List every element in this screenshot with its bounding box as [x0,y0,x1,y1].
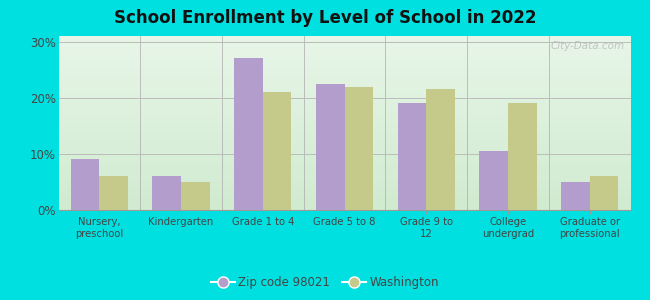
Legend: Zip code 98021, Washington: Zip code 98021, Washington [207,272,443,294]
Bar [590,176,618,210]
Bar [71,160,99,210]
Bar [479,151,508,210]
Text: School Enrollment by Level of School in 2022: School Enrollment by Level of School in … [114,9,536,27]
Bar [344,86,373,210]
Bar [508,103,536,210]
Text: City-Data.com: City-Data.com [551,41,625,51]
Bar [99,176,128,210]
Bar [316,84,344,210]
Bar [398,103,426,210]
Bar [153,176,181,210]
Bar [263,92,291,210]
Bar [561,182,590,210]
Bar [234,58,263,210]
Bar [426,89,455,210]
Bar [181,182,210,210]
